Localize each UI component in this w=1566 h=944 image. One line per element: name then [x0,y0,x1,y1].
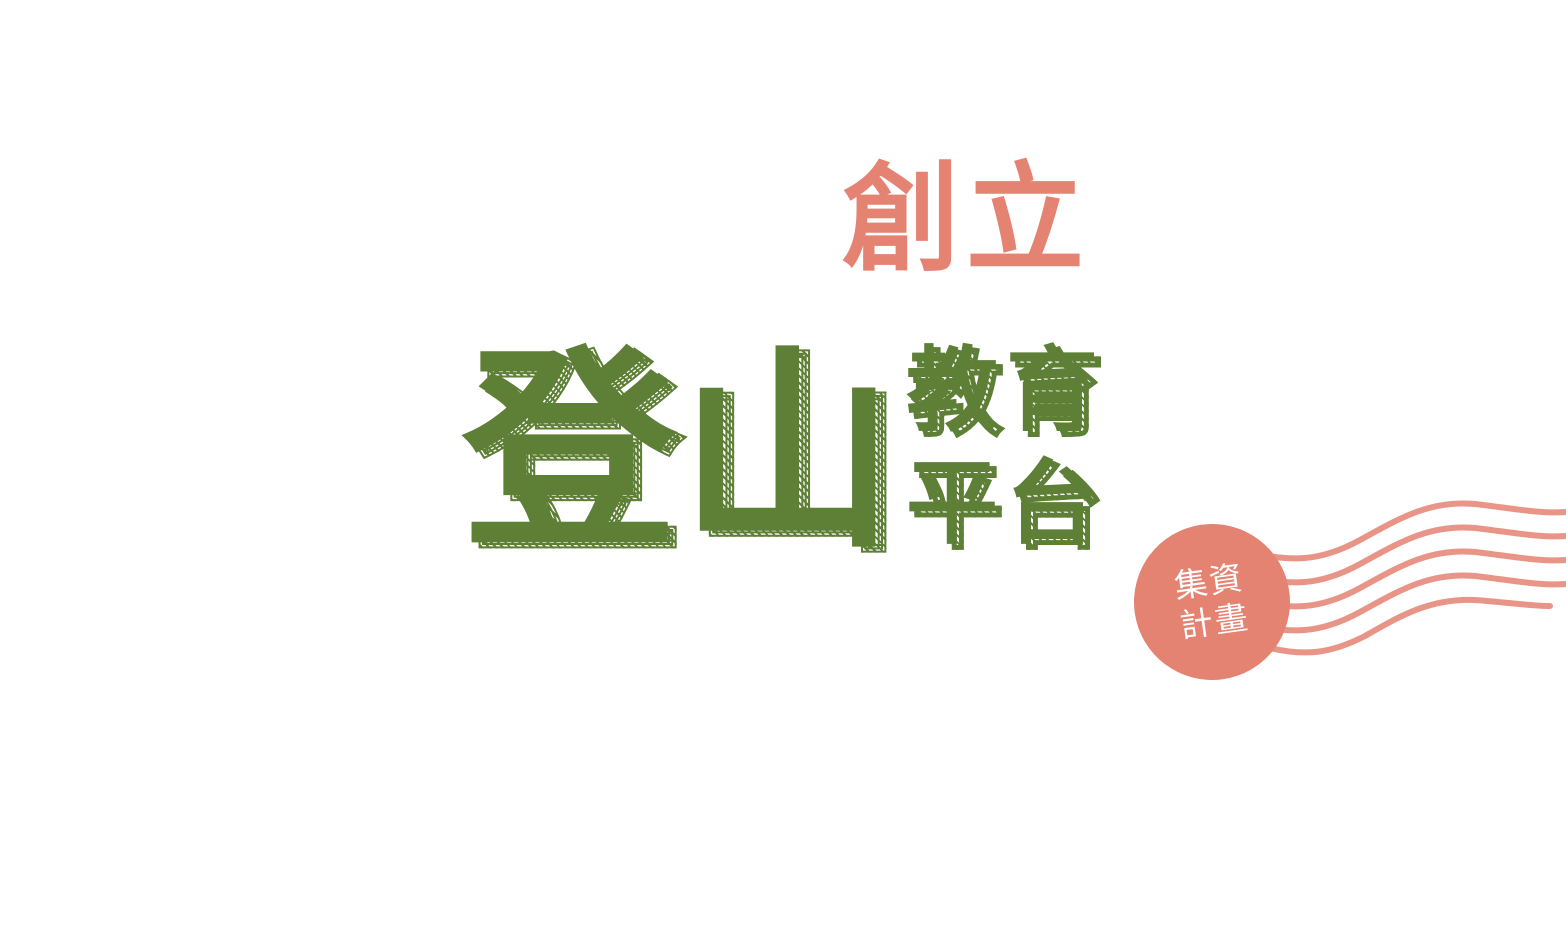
postmark-waves-icon [1250,500,1566,656]
headline-char-shan: 山 [680,327,895,578]
headline-char-yu: 育 [1006,337,1099,444]
shadow-ping: 平 [911,455,1005,562]
headline-char-ping: 平 [906,450,999,557]
title-chuangli: 創立 [842,150,1091,288]
headline-char-tai: 台 [1006,450,1099,557]
stamp-line-2: 計畫 [1177,597,1253,646]
headline-char-deng: 登 [462,327,677,578]
shadow-shan: 山 [689,332,906,583]
shadow-deng: 登 [469,332,686,583]
headline-char-jiao: 教 [906,337,999,444]
shadow-tai: 台 [1011,455,1105,562]
shadow-yu: 育 [1011,342,1105,449]
shadow-jiao: 教 [911,342,1005,449]
